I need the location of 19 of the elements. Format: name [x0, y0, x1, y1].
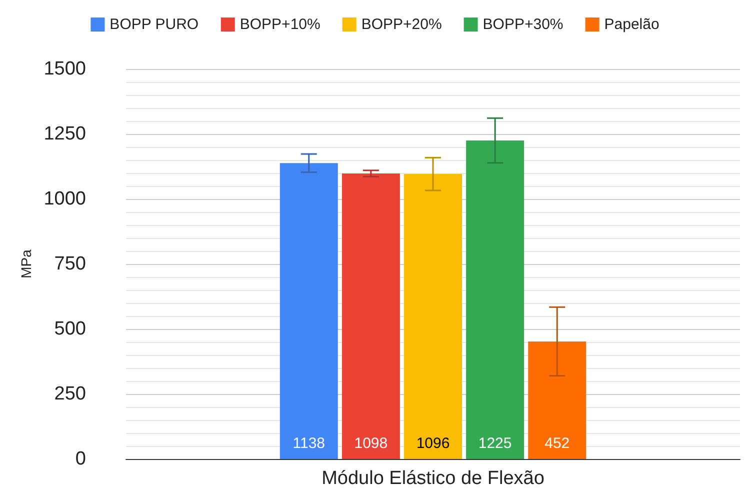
y-tick-label: 1250	[44, 124, 86, 144]
y-tick-label: 1500	[44, 58, 86, 80]
data-label: 452	[544, 435, 570, 452]
y-tick-label: 500	[54, 318, 86, 340]
data-label: 1098	[354, 435, 388, 452]
y-tick-label: 1000	[44, 188, 86, 210]
legend-label: Papelão	[604, 16, 660, 33]
y-tick-label: 750	[54, 254, 86, 274]
legend-label: BOPP PURO	[110, 16, 199, 33]
data-label: 1138	[292, 435, 326, 452]
x-tick-label: Módulo Elástico de Flexão	[322, 468, 544, 489]
y-tick-label: 250	[54, 384, 86, 404]
y-tick-label: 0	[75, 448, 86, 470]
data-label: 1225	[478, 435, 512, 452]
legend-label: BOPP+20%	[361, 16, 442, 33]
y-axis-title: MPa	[18, 249, 34, 278]
legend-label: BOPP+10%	[240, 16, 320, 33]
legend-label: BOPP+30%	[482, 16, 564, 33]
data-label: 1096	[416, 435, 450, 452]
